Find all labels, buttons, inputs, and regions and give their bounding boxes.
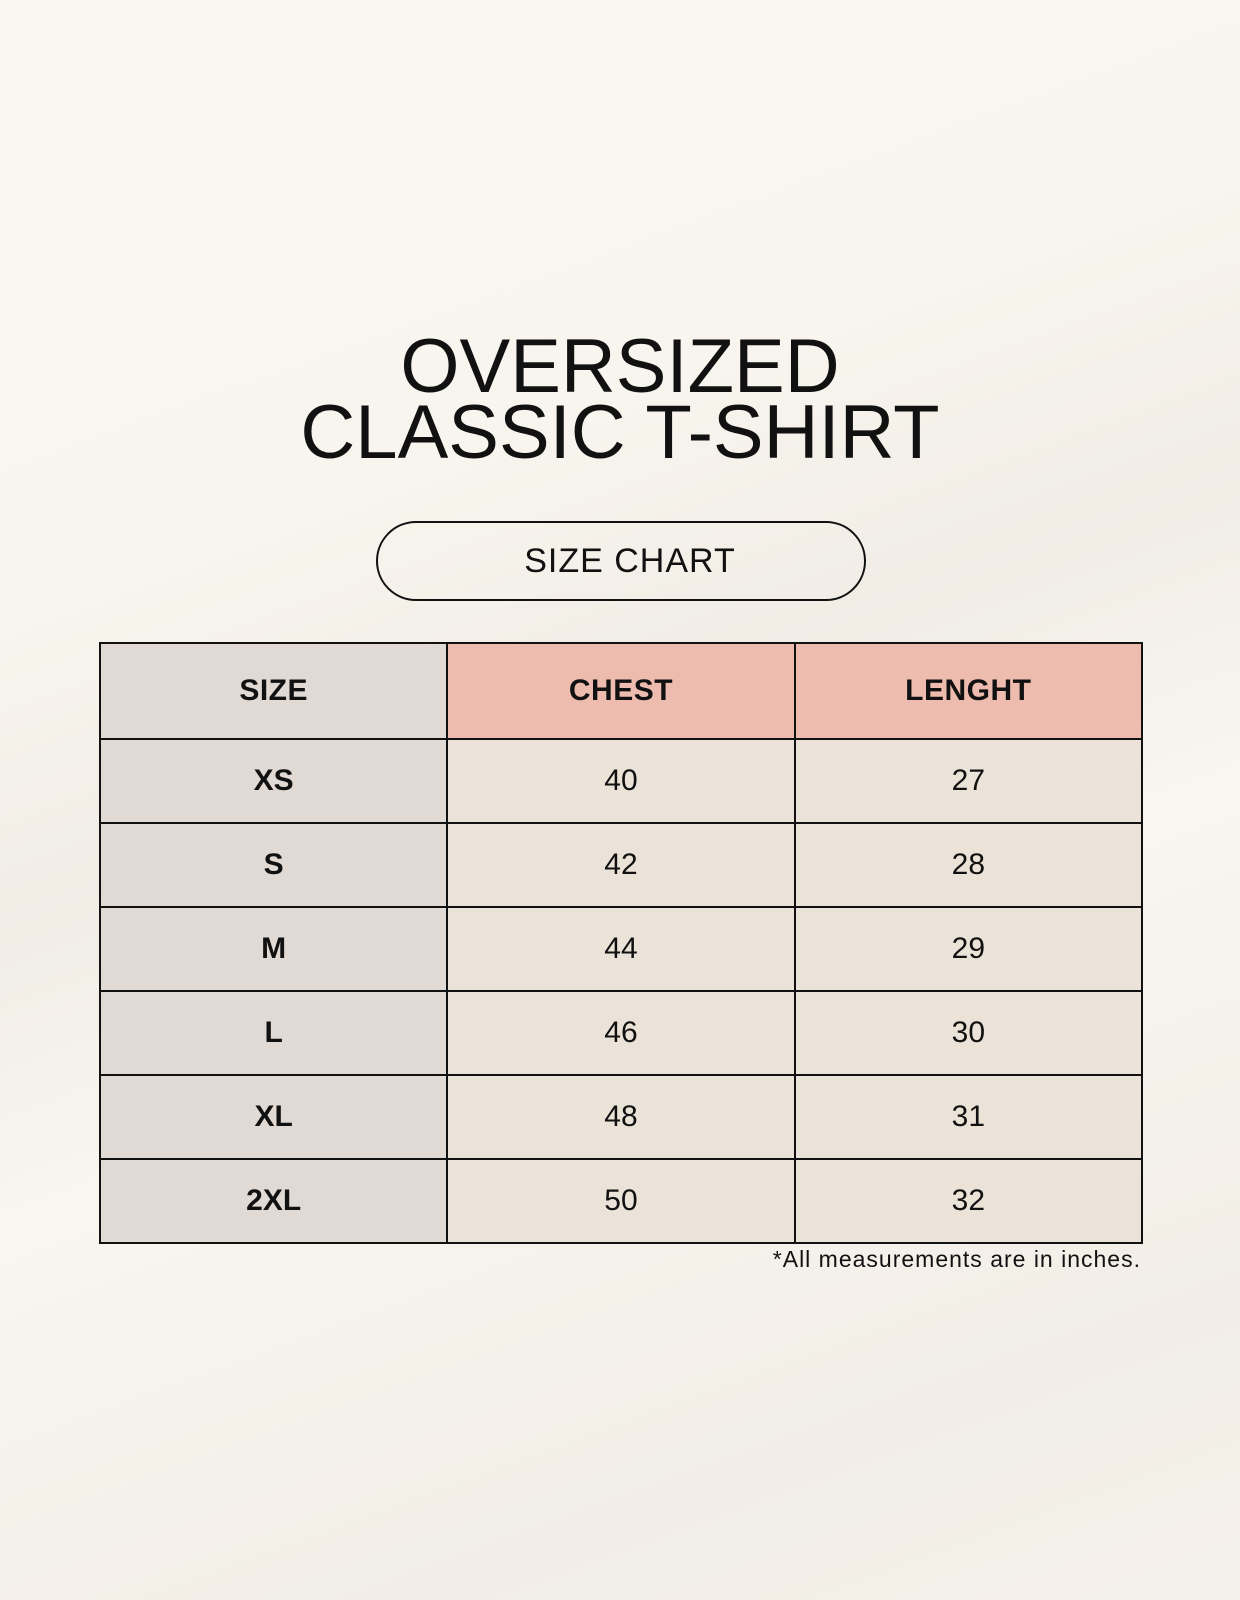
cell-chest: 40 [446, 738, 796, 824]
footnote: *All measurements are in inches. [772, 1246, 1141, 1272]
cell-size: L [98, 990, 449, 1076]
cell-length: 30 [793, 990, 1144, 1076]
cell-size: M [98, 906, 449, 992]
table-row: M 44 29 [98, 906, 1144, 992]
cell-length: 27 [793, 738, 1144, 824]
cell-length: 28 [793, 822, 1144, 908]
table-row: S 42 28 [98, 822, 1144, 908]
table-row: XL 48 31 [98, 1074, 1144, 1160]
size-table: SIZE CHEST LENGHT XS 40 27 S 42 28 M 44 29 L 46 30 X… [98, 642, 1144, 1244]
cell-length: 31 [793, 1074, 1144, 1160]
cell-chest: 46 [446, 990, 796, 1076]
cell-length: 29 [793, 906, 1144, 992]
cell-size: XL [98, 1074, 449, 1160]
header-chest: CHEST [446, 642, 796, 740]
page-title: OVERSIZED CLASSIC T-SHIRT [0, 324, 1240, 475]
cell-chest: 42 [446, 822, 796, 908]
table-row: L 46 30 [98, 990, 1144, 1076]
cell-size: S [98, 822, 449, 908]
title-line-1: OVERSIZED [400, 324, 840, 409]
title-line-2: CLASSIC T-SHIRT [300, 390, 940, 475]
cell-chest: 44 [446, 906, 796, 992]
cell-length: 32 [793, 1158, 1144, 1244]
header-size: SIZE [98, 642, 449, 740]
table-row: 2XL 50 32 [98, 1158, 1144, 1244]
cell-chest: 48 [446, 1074, 796, 1160]
cell-size: XS [98, 738, 449, 824]
header-length: LENGHT [793, 642, 1144, 740]
cell-chest: 50 [446, 1158, 796, 1244]
cell-size: 2XL [98, 1158, 449, 1244]
size-chart-badge: SIZE CHART [376, 521, 866, 601]
table-row: XS 40 27 [98, 738, 1144, 824]
table-header-row: SIZE CHEST LENGHT [98, 642, 1144, 740]
